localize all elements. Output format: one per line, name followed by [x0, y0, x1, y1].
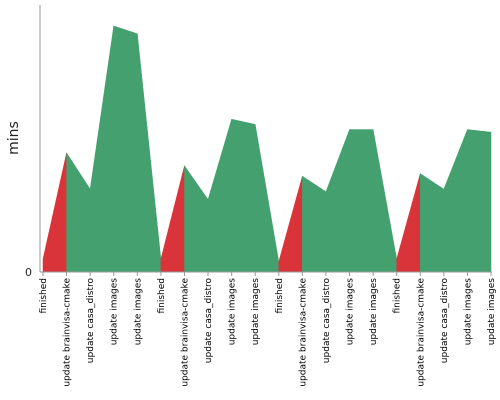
x-tick-labels: finished update brainvisa-cmake update cas…: [39, 272, 497, 387]
area-segment-success: [443, 129, 468, 273]
x-tick-label: update images: [251, 278, 261, 346]
x-tick-label: update images: [487, 278, 497, 346]
chart-areas: [41, 24, 493, 273]
x-tick-label: update brainvisa-cmake: [180, 278, 190, 387]
data-point: [135, 32, 139, 36]
x-tick-label: update images: [133, 278, 143, 346]
area-segment-success: [113, 25, 138, 273]
x-tick-label: finished: [157, 278, 167, 314]
data-point: [324, 190, 328, 194]
data-point: [206, 197, 210, 201]
data-point: [442, 187, 446, 191]
data-point: [230, 117, 234, 121]
chart-axes: [39, 5, 492, 273]
x-tick-label: update casa_distro: [322, 278, 332, 364]
x-tick-label: update images: [369, 278, 379, 346]
data-point: [182, 164, 186, 168]
area-segment-success: [137, 33, 162, 273]
data-point: [395, 257, 399, 261]
x-tick-label: update brainvisa-cmake: [298, 278, 308, 387]
x-tick-label: finished: [275, 278, 285, 314]
y-tick-label-0: 0: [25, 266, 32, 279]
area-segment-failed: [42, 152, 67, 273]
data-point: [277, 260, 281, 264]
x-tick-label: update casa_distro: [86, 278, 96, 364]
area-segment-success: [302, 175, 327, 273]
area-segment-success: [349, 129, 374, 273]
area-segment-success: [372, 129, 397, 273]
area-segment-success: [207, 119, 232, 273]
area-segment-success: [89, 25, 114, 273]
x-tick-label: update casa_distro: [440, 278, 450, 364]
x-tick-label: update images: [346, 278, 356, 346]
area-segment-failed: [396, 173, 421, 273]
x-tick-label: update images: [463, 278, 473, 346]
x-tick-label: finished: [39, 278, 49, 314]
data-point: [489, 130, 493, 134]
data-point: [253, 122, 257, 126]
area-segment-failed: [160, 165, 185, 273]
x-tick-label: update casa_distro: [204, 278, 214, 364]
area-segment-success: [254, 124, 280, 273]
x-tick-label: update images: [110, 278, 120, 346]
x-tick-label: update brainvisa-cmake: [63, 278, 73, 387]
data-point: [159, 257, 163, 261]
area-segment-failed: [278, 176, 303, 273]
data-point: [65, 151, 69, 155]
data-point: [418, 172, 422, 176]
area-segment-success: [467, 129, 492, 273]
x-tick-label: finished: [393, 278, 403, 314]
x-tick-label: update images: [228, 278, 238, 346]
area-segment-success: [184, 165, 209, 273]
data-point: [300, 174, 304, 178]
area-segment-success: [420, 173, 445, 273]
data-point: [348, 128, 352, 132]
x-tick-label: update brainvisa-cmake: [416, 278, 426, 387]
data-point: [41, 257, 45, 261]
data-point: [465, 128, 469, 132]
y-axis-label: mins: [6, 121, 22, 155]
data-point: [88, 187, 92, 191]
area-segment-success: [325, 129, 350, 273]
data-point: [112, 24, 116, 28]
area-segment-success: [231, 118, 256, 273]
data-point: [371, 128, 375, 132]
area-segment-success: [66, 152, 91, 273]
